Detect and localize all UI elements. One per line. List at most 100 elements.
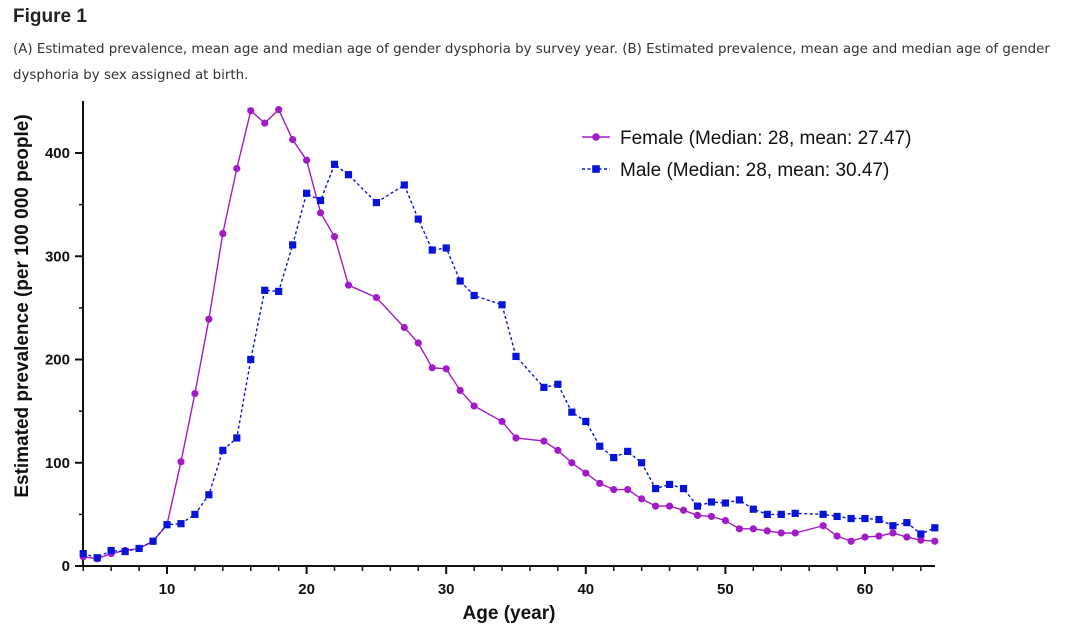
- data-point: [624, 485, 632, 494]
- data-point: [247, 355, 255, 364]
- data-point: [610, 453, 618, 462]
- data-point: [568, 408, 576, 416]
- data-point: [414, 215, 422, 223]
- data-point: [344, 171, 353, 179]
- data-point: [191, 389, 199, 398]
- data-point: [847, 514, 855, 523]
- data-point: [596, 479, 604, 487]
- data-point: [316, 209, 325, 217]
- data-point: [205, 315, 213, 323]
- data-point: [679, 506, 688, 514]
- data-point: [121, 547, 129, 556]
- data-point: [149, 537, 157, 545]
- x-axis-title: Age (year): [463, 603, 556, 624]
- legend-label: Female (Median: 28, mean: 27.47): [620, 128, 912, 149]
- data-point: [875, 532, 883, 540]
- data-point: [582, 469, 590, 477]
- data-point: [177, 520, 185, 528]
- x-tick-label: 30: [438, 581, 455, 598]
- data-point: [610, 485, 618, 494]
- data-point: [679, 484, 688, 493]
- legend-item: Male (Median: 28, mean: 30.47): [582, 160, 889, 181]
- legend: Female (Median: 28, mean: 27.47) Male (Me…: [582, 128, 912, 181]
- data-point: [233, 434, 241, 442]
- data-point: [400, 181, 408, 189]
- data-point: [233, 164, 241, 173]
- data-point: [791, 529, 799, 537]
- data-point: [442, 365, 450, 373]
- series-male: [79, 160, 939, 562]
- x-axis: 10 20 30 40 50 60: [82, 565, 935, 598]
- data-point: [693, 502, 702, 510]
- data-point: [442, 244, 450, 252]
- y-axis: 0 100 200 300 400: [45, 101, 84, 575]
- data-point: [470, 402, 478, 410]
- series-line: [83, 163, 936, 559]
- data-point: [428, 246, 436, 254]
- data-point: [777, 510, 785, 518]
- legend-swatch-marker: [592, 165, 600, 173]
- data-point: [289, 135, 297, 144]
- data-point: [135, 544, 143, 553]
- data-point: [261, 286, 269, 294]
- series-group: [79, 106, 939, 563]
- data-point: [749, 525, 757, 533]
- data-point: [219, 229, 227, 238]
- data-point: [763, 510, 771, 518]
- data-point: [107, 546, 115, 555]
- data-point: [903, 519, 911, 527]
- data-point: [498, 301, 506, 309]
- data-point: [707, 498, 716, 506]
- data-point: [638, 495, 646, 503]
- data-point: [344, 281, 353, 289]
- data-point: [316, 196, 325, 205]
- y-tick-label: 400: [45, 145, 70, 162]
- data-point: [205, 491, 213, 499]
- data-point: [819, 510, 827, 518]
- data-point: [456, 386, 464, 395]
- data-point: [707, 512, 716, 521]
- data-point: [554, 446, 562, 454]
- data-point: [568, 459, 576, 467]
- data-point: [917, 536, 925, 544]
- figure-heading: Figure 1: [13, 6, 87, 27]
- data-point: [763, 527, 771, 535]
- data-point: [498, 417, 506, 426]
- data-point: [847, 537, 855, 545]
- data-point: [275, 106, 283, 114]
- data-point: [247, 107, 255, 115]
- data-point: [693, 511, 702, 520]
- data-point: [819, 522, 827, 530]
- y-axis-title: Estimated prevalence (per 100 000 people…: [12, 114, 33, 497]
- data-point: [330, 160, 339, 168]
- data-point: [875, 515, 883, 524]
- data-point: [721, 499, 729, 507]
- data-point: [372, 198, 380, 207]
- data-point: [219, 446, 227, 454]
- data-point: [624, 447, 632, 455]
- legend-label: Male (Median: 28, mean: 30.47): [620, 160, 889, 181]
- data-point: [93, 554, 101, 562]
- legend-swatch-marker: [592, 133, 600, 141]
- data-point: [303, 156, 311, 164]
- series-female: [79, 106, 939, 563]
- x-tick-label: 50: [717, 581, 734, 598]
- data-point: [917, 530, 925, 538]
- data-point: [931, 524, 939, 532]
- data-point: [582, 417, 590, 426]
- data-point: [470, 291, 478, 300]
- y-tick-label: 300: [45, 248, 70, 265]
- data-point: [777, 529, 785, 537]
- x-tick-label: 10: [159, 581, 176, 598]
- data-point: [540, 437, 548, 445]
- data-point: [372, 293, 380, 302]
- data-point: [414, 339, 422, 347]
- data-point: [735, 525, 743, 533]
- data-point: [512, 434, 520, 442]
- data-point: [261, 119, 269, 127]
- data-point: [177, 458, 185, 466]
- data-point: [861, 514, 869, 523]
- y-tick-label: 100: [45, 455, 70, 472]
- data-point: [889, 522, 897, 530]
